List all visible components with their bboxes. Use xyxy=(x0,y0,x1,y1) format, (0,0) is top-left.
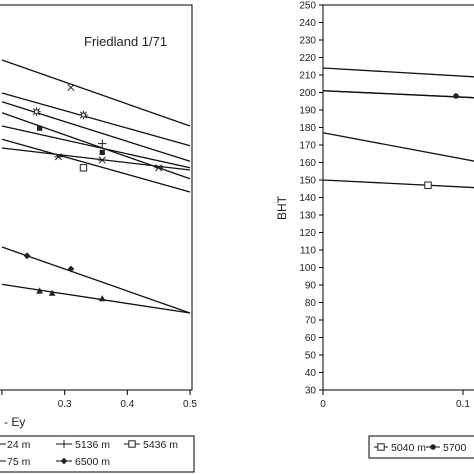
right-fit-line xyxy=(322,90,474,99)
left-data-point xyxy=(37,125,43,131)
right-legend-marker xyxy=(430,444,436,450)
left-data-point xyxy=(154,164,163,172)
left-data-point xyxy=(79,164,88,172)
right-data-points xyxy=(424,93,459,189)
right-fit-line xyxy=(322,132,474,162)
right-y-tick-label: 60 xyxy=(305,333,317,344)
left-x-tick-label: 0.4 xyxy=(120,399,134,410)
right-y-tick-label: 30 xyxy=(305,386,317,397)
right-legend-item: 5700 xyxy=(426,442,467,454)
right-y-tick-label: 90 xyxy=(305,281,317,292)
right-x-tick-label: 0 xyxy=(320,399,326,410)
right-y-tick-label: 240 xyxy=(299,18,316,29)
right-data-point xyxy=(424,181,432,189)
left-fit-line xyxy=(1,283,191,314)
right-fit-line xyxy=(322,67,474,78)
right-y-tick-label: 70 xyxy=(305,316,317,327)
right-legend-marker xyxy=(377,443,385,451)
left-data-point xyxy=(32,107,41,116)
right-y-tick-label: 130 xyxy=(299,211,316,222)
left-legend-label: 5136 m xyxy=(75,439,110,451)
left-legend-label: 6500 m xyxy=(75,456,110,468)
right-y-tick-label: 230 xyxy=(299,36,316,47)
right-y-tick-label: 190 xyxy=(299,106,316,117)
left-plot-frame xyxy=(0,4,193,391)
left-legend-marker xyxy=(60,457,68,465)
right-x-ticks: 0 0.1 xyxy=(320,390,470,410)
left-fit-line xyxy=(1,112,191,180)
right-fit-lines xyxy=(322,67,474,189)
left-fit-line xyxy=(1,92,191,147)
left-fit-line xyxy=(1,147,191,171)
left-legend-box xyxy=(0,435,195,473)
left-data-point xyxy=(67,265,75,273)
right-y-tick-label: 170 xyxy=(299,141,316,152)
right-legend-label: 5040 m xyxy=(391,442,426,454)
left-x-axis-title: - Ey xyxy=(4,415,25,429)
left-x-tick-label: 0.5 xyxy=(183,399,197,410)
right-y-tick-label: 100 xyxy=(299,263,316,274)
right-y-tick-label: 180 xyxy=(299,123,316,134)
left-fit-line xyxy=(1,101,191,162)
right-y-axis-title: BHT xyxy=(275,195,289,220)
right-y-ticks: 30 40 50 60 70 80 90 100 110 120 130 140 150 160 170 18… xyxy=(299,1,323,397)
right-y-tick-label: 200 xyxy=(299,88,316,99)
left-data-point xyxy=(36,287,43,294)
left-legend-marker xyxy=(128,440,136,448)
left-data-point xyxy=(79,110,88,120)
left-data-point xyxy=(48,289,56,296)
right-y-tick-label: 50 xyxy=(305,351,317,362)
right-legend-box xyxy=(368,435,474,459)
left-legend-item: 24 m xyxy=(0,439,31,451)
right-y-tick-label: 160 xyxy=(299,158,316,169)
left-data-point xyxy=(98,156,107,164)
left-legend-item: 5436 m xyxy=(124,439,178,451)
right-y-tick-label: 140 xyxy=(299,193,316,204)
left-legend-item: 5136 m xyxy=(56,439,110,451)
right-y-tick-label: 220 xyxy=(299,53,316,64)
left-x-ticks: 0.3 0.4 0.5 xyxy=(1,390,197,410)
right-fit-line xyxy=(322,179,474,189)
right-data-point xyxy=(453,93,459,99)
right-legend: 5040 m 5700 xyxy=(374,442,467,454)
left-data-point xyxy=(98,295,106,302)
left-data-point xyxy=(98,139,107,148)
right-y-tick-label: 250 xyxy=(299,1,316,12)
right-y-tick-label: 110 xyxy=(300,246,316,257)
left-legend-item: 75 m xyxy=(0,456,31,468)
left-data-point xyxy=(54,153,63,161)
left-panel: Friedland 1/71 - Ey 0.3 0.4 0.5 24 m 5136 m… xyxy=(0,4,197,473)
left-legend-label: 24 m xyxy=(7,439,31,451)
left-legend-label: 5436 m xyxy=(143,439,178,451)
left-legend-marker xyxy=(59,439,69,449)
left-fit-line xyxy=(1,246,191,314)
left-legend: 24 m 5136 m 5436 m 75 m 6500 m xyxy=(0,439,178,468)
right-x-tick-label: 0.1 xyxy=(456,399,470,410)
left-data-point xyxy=(23,252,31,260)
right-plot-frame xyxy=(322,4,474,391)
right-y-tick-label: 150 xyxy=(299,176,316,187)
left-legend-label: 75 m xyxy=(7,456,31,468)
left-data-point xyxy=(99,149,105,155)
right-legend-label: 5700 xyxy=(443,442,467,454)
right-y-tick-label: 40 xyxy=(305,368,317,379)
right-y-tick-label: 210 xyxy=(299,71,316,82)
left-fit-lines xyxy=(1,59,191,314)
right-legend-item: 5040 m xyxy=(374,442,426,454)
left-fit-line xyxy=(1,138,191,193)
left-data-points xyxy=(23,83,163,302)
left-data-point xyxy=(67,83,75,92)
left-fit-line xyxy=(1,59,191,127)
right-panel: BHT 30 40 50 60 70 80 90 100 110 120 130 140 150 160 1… xyxy=(275,1,474,459)
left-panel-title: Friedland 1/71 xyxy=(84,34,167,49)
left-x-tick-label: 0.3 xyxy=(58,399,72,410)
right-y-tick-label: 120 xyxy=(299,228,316,239)
left-legend-item: 6500 m xyxy=(56,456,110,468)
left-fit-line xyxy=(1,125,191,169)
right-y-tick-label: 80 xyxy=(305,298,317,309)
